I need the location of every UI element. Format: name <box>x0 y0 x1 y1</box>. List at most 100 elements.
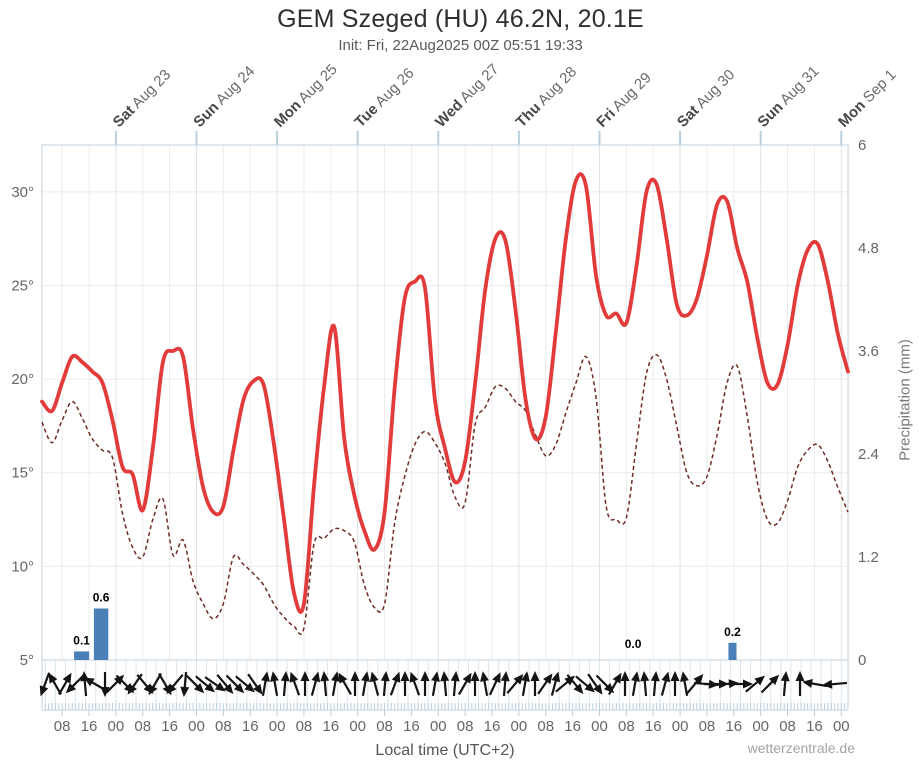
wind-arrow <box>195 675 215 693</box>
wind-arrow-head <box>320 671 330 682</box>
day-label-date: Aug 28 <box>532 63 580 111</box>
wind-arrow <box>300 671 310 696</box>
hour-label: 16 <box>161 718 178 735</box>
wind-arrow-shaft <box>105 679 120 694</box>
temp-tick-label: 10° <box>11 558 34 575</box>
wind-arrow-head <box>795 671 805 681</box>
wind-arrow-shaft <box>292 678 301 696</box>
wind-arrow-head <box>680 671 689 682</box>
wind-arrow-head <box>204 682 215 693</box>
wind-arrow-head <box>462 672 472 684</box>
wind-arrow-head <box>620 671 630 681</box>
hour-label: 16 <box>725 718 742 735</box>
hour-label: 08 <box>215 718 232 735</box>
wind-arrow-head <box>551 671 561 683</box>
precip-tick-label: 6 <box>858 137 866 154</box>
temp-tick-label: 15° <box>11 465 34 482</box>
wind-arrow-head <box>754 675 765 686</box>
wind-arrow <box>389 671 401 696</box>
wind-arrow-head <box>100 687 110 697</box>
wind-arrow-shaft <box>42 672 51 690</box>
temp-tick-label: 30° <box>11 184 34 201</box>
wind-arrow <box>338 672 352 695</box>
wind-arrow <box>575 675 595 693</box>
temp-tick-label: 25° <box>11 277 34 294</box>
wind-arrow <box>100 672 110 697</box>
wind-arrow-shaft <box>382 678 387 697</box>
wind-arrow-head <box>331 671 340 682</box>
wind-arrow <box>185 674 205 694</box>
dewpoint-line <box>41 353 849 635</box>
precip-tick-label: 4.8 <box>858 240 879 257</box>
wind-arrow-shaft <box>247 673 259 689</box>
precip-bar <box>74 651 90 660</box>
wind-arrow-head <box>233 682 245 694</box>
wind-arrow <box>650 671 660 697</box>
day-label: Wed Aug 27 <box>432 61 502 131</box>
wind-arrow-shaft <box>431 678 437 697</box>
wind-arrow-shaft <box>631 678 637 697</box>
wind-arrow-shaft <box>745 679 760 693</box>
precip-bar-label: 0.0 <box>625 637 642 651</box>
wind-arrow-shaft <box>502 678 507 697</box>
wind-arrow-head <box>743 679 753 689</box>
precip-bar <box>728 642 737 660</box>
precip-tick-label: 3.6 <box>858 343 879 360</box>
wind-arrow-head <box>492 672 501 684</box>
wind-arrow <box>136 674 154 694</box>
hour-label: 08 <box>699 718 716 735</box>
wind-arrow-head <box>361 671 370 682</box>
wind-arrow <box>247 673 263 695</box>
day-label-date: Aug 27 <box>454 61 502 109</box>
hour-label: 00 <box>349 718 366 735</box>
hour-label: 16 <box>645 718 662 735</box>
chart-subtitle-init: Init: Fri, 22Aug2025 00Z 05:51 19:33 <box>338 37 583 54</box>
wind-arrow-head <box>631 671 640 682</box>
wind-arrow-head <box>480 671 489 682</box>
wind-arrow-shaft <box>273 678 279 697</box>
hour-label: 08 <box>618 718 635 735</box>
wind-arrow-head <box>661 671 671 683</box>
hour-label: 08 <box>779 718 796 735</box>
wind-arrow-head <box>513 674 524 685</box>
day-label: Sat Aug 23 <box>110 66 175 131</box>
wind-arrow-head <box>83 677 95 687</box>
wind-arrow-head <box>148 684 158 696</box>
wind-arrow-head <box>391 671 401 683</box>
day-label-date: Aug 26 <box>370 65 418 113</box>
wind-arrow-shaft <box>131 673 143 689</box>
wind-arrow-shaft <box>555 679 570 693</box>
wind-arrow <box>331 671 340 697</box>
wind-arrow-shaft <box>595 674 610 689</box>
wind-arrow-head <box>223 683 234 694</box>
wind-arrow <box>500 671 510 697</box>
wind-arrow-shaft <box>341 679 352 695</box>
wind-arrow-shaft <box>506 679 520 694</box>
wind-arrow-shaft <box>183 671 188 690</box>
wind-arrow-head <box>253 683 263 695</box>
hour-label: 16 <box>403 718 420 735</box>
wind-arrow <box>65 674 85 694</box>
wind-arrow <box>166 674 184 694</box>
hour-label: 16 <box>806 718 823 735</box>
wind-arrow-shaft <box>537 679 549 695</box>
wind-arrow-head <box>543 673 553 685</box>
day-label-date: Aug 24 <box>210 63 258 111</box>
day-label: Sun Aug 24 <box>190 63 258 131</box>
day-label: Tue Aug 26 <box>351 65 417 131</box>
wind-arrow-head <box>270 671 279 682</box>
wind-arrow-head <box>470 671 480 681</box>
day-label: Mon Aug 25 <box>271 61 341 131</box>
wind-arrow-shaft <box>660 678 668 696</box>
wind-arrow-head <box>300 671 310 681</box>
hour-label: 08 <box>134 718 151 735</box>
wind-arrow-shaft <box>412 678 421 696</box>
wind-arrow-shaft <box>282 678 287 697</box>
precip-bar-label: 0.2 <box>724 625 741 639</box>
wind-arrow <box>550 671 561 696</box>
wind-arrow-shaft <box>115 674 130 689</box>
wind-arrow <box>640 671 650 697</box>
wind-arrow <box>158 673 172 696</box>
